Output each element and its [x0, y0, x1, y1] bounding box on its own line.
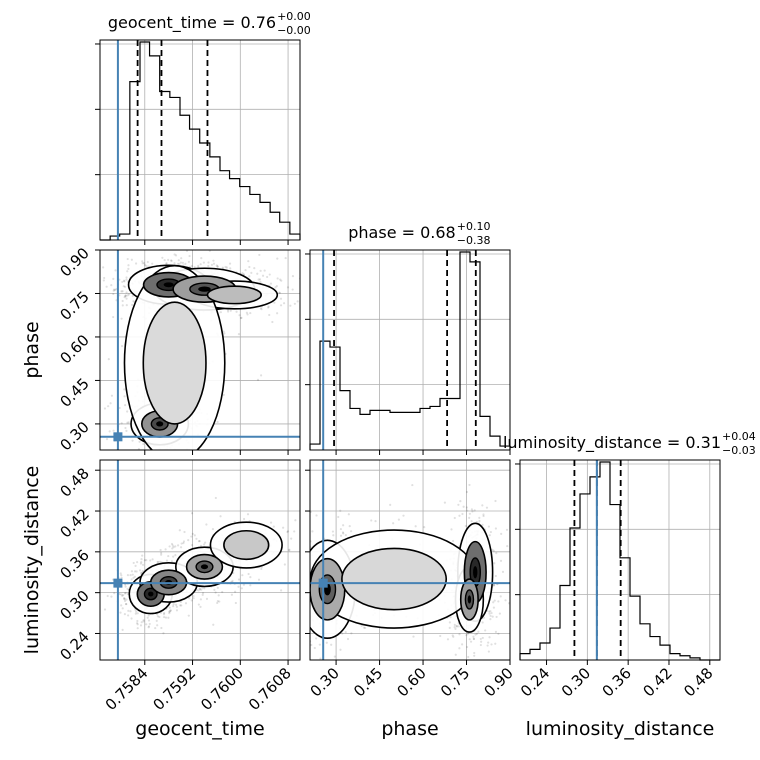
hist-panel-geocent_time [95, 39, 301, 245]
hist-phase-frame [309, 249, 511, 451]
luminosity_distance_vs_phase-truth-marker [318, 578, 328, 588]
ytick-label-phase-1: 0.45 [56, 375, 92, 411]
panel-luminosity_distance-vs-geocent_time [95, 459, 301, 665]
hist-geocent_time-frame [99, 39, 301, 241]
phase_vs_geocent_time-contour-mid-4 [142, 301, 207, 425]
ytick-label-phase-2: 0.60 [56, 331, 92, 367]
title-phase: phase = 0.68 +0.10−0.38 [348, 220, 490, 247]
luminosity_distance_vs_geocent_time-contour-mid-3 [223, 529, 270, 561]
phase_vs_geocent_time-levels [123, 264, 279, 450]
hist-geocent_time-steps [100, 41, 301, 241]
hist-phase-steps [309, 251, 511, 450]
luminosity_distance_vs_geocent_time-density [100, 496, 297, 635]
ytick-label-phase-3: 0.75 [56, 288, 92, 324]
phase_vs_geocent_time-peak-0 [163, 282, 174, 288]
title-sub-luminosity_distance: −0.03 [722, 444, 756, 457]
ytick-label-phase-0: 0.30 [56, 418, 92, 454]
xtick-label-luminosity_distance-3: 0.42 [639, 664, 675, 700]
xlabel-geocent_time: geocent_time [135, 718, 264, 740]
xtick-label-luminosity_distance-0: 0.24 [517, 664, 553, 700]
luminosity_distance_vs_phase-density [310, 483, 510, 660]
phase_vs_geocent_time-peak-1 [198, 286, 211, 292]
xtick-label-phase-3: 0.75 [437, 664, 473, 700]
xtick-label-luminosity_distance-1: 0.30 [558, 664, 594, 700]
xtick-label-phase-0: 0.30 [307, 664, 343, 700]
xtick-label-phase-4: 0.90 [480, 664, 516, 700]
luminosity_distance_vs_phase-frame [309, 459, 511, 661]
phase_vs_geocent_time-contour-mid-2 [206, 285, 262, 305]
luminosity_distance_vs_geocent_time-truth-marker [113, 578, 123, 588]
xtick-label-phase-1: 0.45 [350, 664, 386, 700]
title-sub-phase: −0.38 [457, 234, 491, 247]
luminosity_distance_vs_phase-levels [310, 522, 494, 640]
xlabel-luminosity_distance: luminosity_distance [526, 718, 715, 740]
title-luminosity_distance: luminosity_distance = 0.31 +0.04−0.03 [503, 430, 756, 457]
xtick-label-geocent_time-1: 0.7592 [150, 664, 200, 714]
ytick-label-luminosity_distance-3: 0.42 [56, 505, 92, 541]
luminosity_distance_vs_geocent_time-frame [99, 459, 301, 661]
hist-panel-phase [305, 249, 511, 455]
phase_vs_geocent_time-truth-marker [113, 432, 123, 442]
title-main-luminosity_distance: luminosity_distance = 0.31 [503, 433, 721, 453]
xtick-label-phase-2: 0.60 [394, 664, 430, 700]
hist-luminosity_distance-frame [519, 459, 721, 661]
xtick-label-geocent_time-0: 0.7584 [102, 664, 152, 714]
hist-panel-luminosity_distance [515, 459, 721, 665]
panel-phase-vs-geocent_time [95, 249, 301, 455]
xtick-label-luminosity_distance-4: 0.48 [680, 664, 716, 700]
luminosity_distance_vs_phase-peak-0 [473, 566, 478, 579]
title-sup-geocent_time: +0.00 [277, 10, 311, 23]
ytick-label-luminosity_distance-4: 0.48 [56, 464, 92, 500]
xtick-label-geocent_time-3: 0.7608 [245, 664, 295, 714]
phase_vs_geocent_time-frame [99, 249, 301, 451]
ylabel-phase: phase [21, 321, 43, 378]
title-sub-geocent_time: −0.00 [277, 24, 311, 37]
ytick-label-luminosity_distance-1: 0.30 [56, 587, 92, 623]
hist-luminosity_distance-steps [519, 461, 720, 661]
xtick-label-geocent_time-2: 0.7600 [197, 664, 247, 714]
title-geocent_time: geocent_time = 0.76 +0.00−0.00 [108, 10, 311, 37]
ylabel-luminosity_distance: luminosity_distance [21, 466, 43, 655]
xlabel-phase: phase [381, 718, 438, 740]
title-sup-phase: +0.10 [457, 220, 491, 233]
luminosity_distance_vs_geocent_time-peak-0 [148, 591, 154, 597]
title-main-phase: phase = 0.68 [348, 223, 455, 242]
title-main-geocent_time: geocent_time = 0.76 [108, 13, 276, 33]
ytick-label-phase-4: 0.90 [56, 244, 92, 280]
phase_vs_geocent_time-peak-3 [156, 421, 164, 427]
luminosity_distance_vs_phase-contour-mid-3 [341, 547, 448, 611]
luminosity_distance_vs_geocent_time-peak-2 [200, 564, 209, 570]
panel-luminosity_distance-vs-phase [305, 459, 511, 665]
title-sup-luminosity_distance: +0.04 [722, 430, 756, 443]
ytick-label-luminosity_distance-0: 0.24 [56, 628, 92, 664]
luminosity_distance_vs_phase-peak-1 [467, 595, 472, 604]
ytick-label-luminosity_distance-2: 0.36 [56, 546, 92, 582]
xtick-label-luminosity_distance-2: 0.36 [599, 664, 635, 700]
